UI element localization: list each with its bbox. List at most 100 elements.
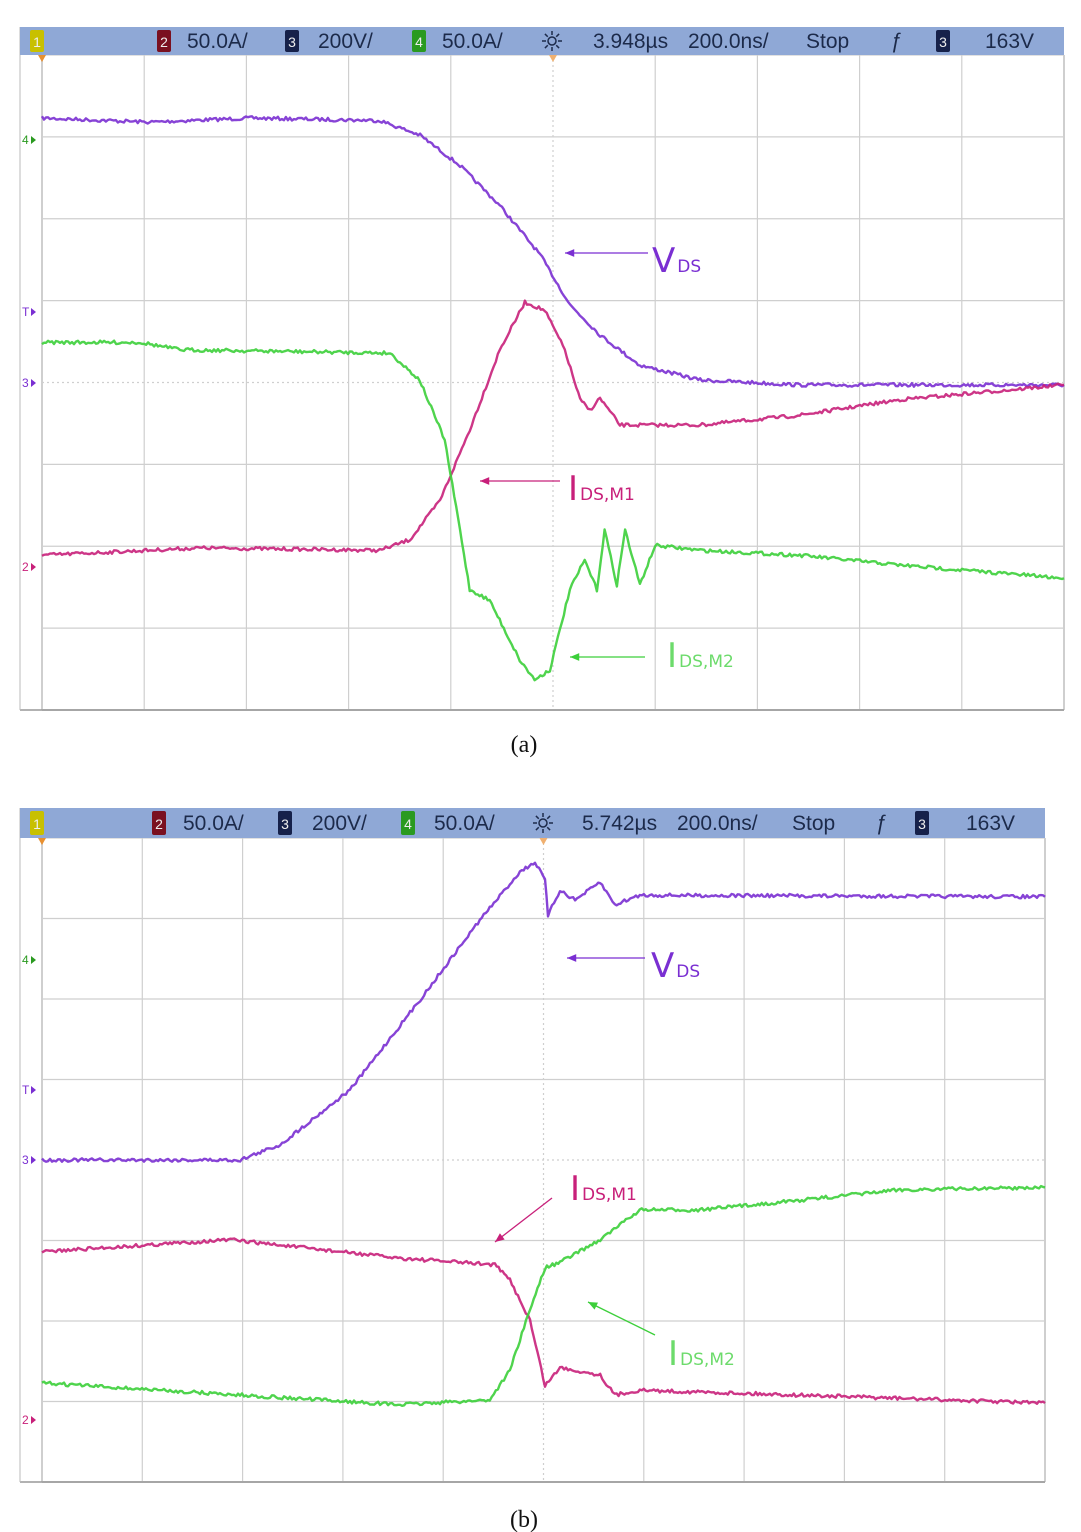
channel-4-scale: 50.0A/	[442, 30, 503, 53]
timebase: 200.0ns/	[688, 30, 769, 53]
trigger-delay: 3.948µs	[593, 30, 668, 53]
channel-marker-trig: T	[22, 305, 30, 319]
trigger-channel-badge	[915, 811, 929, 835]
channel-2-scale: 50.0A/	[183, 812, 244, 835]
ids-m1-label: I DS,M1	[570, 1169, 637, 1209]
trigger-position-marker	[38, 55, 46, 62]
channel-2-badge	[157, 30, 171, 52]
trigger-level: 163V	[985, 30, 1034, 53]
channel-4-badge	[401, 811, 415, 835]
delay-marker	[539, 838, 548, 845]
arrow-head-icon	[480, 477, 490, 485]
trigger-position-marker	[38, 838, 46, 845]
ids-m2-trace	[41, 339, 1065, 682]
scope-panel-b: 1 2 50.0A/3 200V/4 50.0A/5.742µs 200.0ns/Stop…	[19, 808, 1046, 1483]
vds-trace	[41, 861, 1046, 1163]
channel-marker-ch3: 3	[22, 376, 29, 390]
ids-m1-label: I DS,M1	[568, 469, 635, 509]
label-main: I	[668, 1334, 678, 1374]
channel-marker-arrow	[31, 308, 36, 316]
sun-icon-core	[538, 818, 548, 828]
trigger-channel-badge-label: 3	[939, 34, 947, 50]
vds-trace	[40, 115, 1065, 388]
panel-caption: (a)	[511, 732, 538, 758]
label-subscript: DS,M2	[679, 652, 734, 672]
sun-icon-ray	[544, 44, 549, 49]
label-main: V	[651, 946, 674, 986]
channel-1-badge-label: 1	[33, 34, 41, 50]
vds-label: V DS	[652, 241, 701, 281]
falling-edge-icon: ƒ	[890, 30, 902, 53]
run-state: Stop	[792, 812, 835, 835]
channel-marker-arrow	[31, 1086, 36, 1094]
channel-marker-ch2: 2	[22, 1413, 29, 1427]
label-subscript: DS	[676, 962, 700, 982]
label-main: I	[667, 636, 677, 676]
ids-m1-trace	[41, 1237, 1046, 1406]
timebase: 200.0ns/	[677, 812, 758, 835]
label-subscript: DS,M2	[680, 1350, 735, 1370]
channel-marker-arrow	[31, 563, 36, 571]
arrow-head-icon	[565, 249, 575, 257]
sun-icon-ray	[555, 33, 560, 38]
status-bar	[20, 808, 1045, 838]
arrow-head-icon	[588, 1302, 598, 1310]
label-subscript: DS,M1	[580, 485, 635, 505]
panel-caption: (b)	[510, 1507, 538, 1532]
channel-2-badge-label: 2	[160, 34, 168, 50]
ids-m2-arrow	[587, 1301, 656, 1336]
channel-1-badge-label: 1	[33, 816, 41, 832]
channel-3-badge-label: 3	[288, 34, 296, 50]
label-subscript: DS,M1	[582, 1185, 637, 1205]
channel-3-badge-label: 3	[281, 816, 289, 832]
sun-icon-ray	[546, 826, 551, 831]
channel-4-badge	[412, 30, 426, 52]
channel-marker-ch4: 4	[22, 953, 29, 967]
ids-m1-arrow	[494, 1197, 553, 1243]
delay-marker	[549, 55, 557, 62]
channel-4-badge-label: 4	[404, 816, 412, 832]
channel-marker-arrow	[31, 1156, 36, 1164]
channel-marker-trig: T	[22, 1083, 30, 1097]
channel-1-badge	[30, 30, 44, 52]
trigger-channel-badge	[936, 30, 950, 52]
sun-icon-ray	[535, 815, 540, 820]
channel-marker-ch4: 4	[22, 133, 29, 147]
sun-icon	[542, 31, 562, 51]
sun-icon-ray	[544, 33, 549, 38]
arrow-head-icon	[570, 653, 580, 661]
sun-icon-core	[547, 36, 557, 46]
trigger-level: 163V	[966, 812, 1015, 835]
channel-4-badge-label: 4	[415, 34, 423, 50]
channel-3-badge	[278, 811, 292, 835]
label-main: I	[568, 469, 578, 509]
ids-m2-label: I DS,M2	[668, 1334, 735, 1374]
falling-edge-icon: ƒ	[875, 812, 887, 835]
trigger-delay: 5.742µs	[582, 812, 657, 835]
channel-marker-ch3: 3	[22, 1153, 29, 1167]
sun-icon	[533, 813, 553, 833]
label-subscript: DS	[677, 257, 701, 277]
channel-4-scale: 50.0A/	[434, 812, 495, 835]
trigger-channel-badge-label: 3	[918, 816, 926, 832]
sun-icon-ray	[546, 815, 551, 820]
sun-icon-ray	[555, 44, 560, 49]
label-main: I	[570, 1169, 580, 1209]
run-state: Stop	[806, 30, 849, 53]
ids-m1-trace	[41, 299, 1064, 557]
channel-1-badge	[30, 811, 44, 835]
channel-3-badge	[285, 30, 299, 52]
channel-3-scale: 200V/	[318, 30, 373, 53]
channel-marker-arrow	[31, 379, 36, 387]
vds-label: V DS	[651, 946, 700, 986]
ids-m2-trace	[41, 1184, 1046, 1408]
channel-3-scale: 200V/	[312, 812, 367, 835]
channel-marker-arrow	[31, 956, 36, 964]
ids-m2-label: I DS,M2	[667, 636, 734, 676]
channel-marker-arrow	[31, 1416, 36, 1424]
scope-panel-a: 1 2 50.0A/3 200V/4 50.0A/3.948µs 200.0ns/Stop…	[19, 27, 1065, 711]
channel-marker-arrow	[31, 136, 36, 144]
channel-2-scale: 50.0A/	[187, 30, 248, 53]
arrow-head-icon	[567, 954, 577, 962]
